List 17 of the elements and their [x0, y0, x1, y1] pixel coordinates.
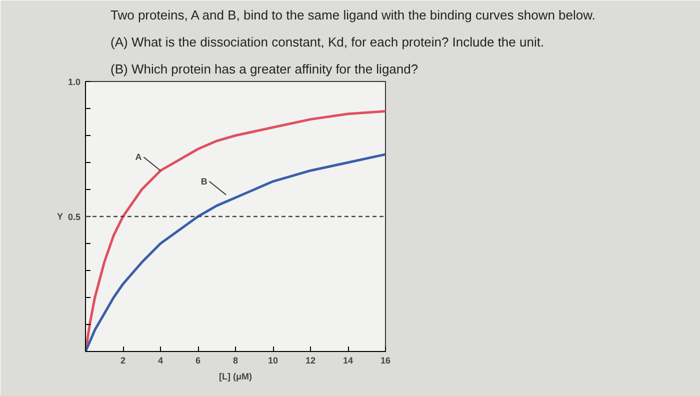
x-axis-title: [L] (μM) [219, 372, 252, 382]
annotation: B [200, 176, 208, 186]
x-tick-label: 14 [342, 356, 354, 366]
annotation: A [135, 152, 142, 162]
x-tick-label: 6 [195, 356, 201, 366]
x-tick-label: 4 [158, 356, 164, 366]
x-tick-label: 2 [120, 356, 126, 366]
y-tick-label: 1.0 [68, 77, 81, 87]
chart-title: Two proteins, A and B, bind to the same ligand with the binding curves shown below. [110, 8, 596, 22]
x-tick-label: 16 [380, 356, 391, 366]
x-tick-label: 10 [268, 356, 278, 366]
y-tick-label: 0.5 [68, 212, 81, 222]
x-tick-label: 8 [232, 356, 238, 366]
text: (A) What is the dissociation constant, Kd, for each protein? Include the unit. [110, 34, 544, 50]
y-axis-title: Y [56, 212, 63, 222]
x-tick-label: 12 [305, 356, 316, 366]
text: (B) Which protein has a greater affinity for the ligand? [110, 62, 418, 76]
